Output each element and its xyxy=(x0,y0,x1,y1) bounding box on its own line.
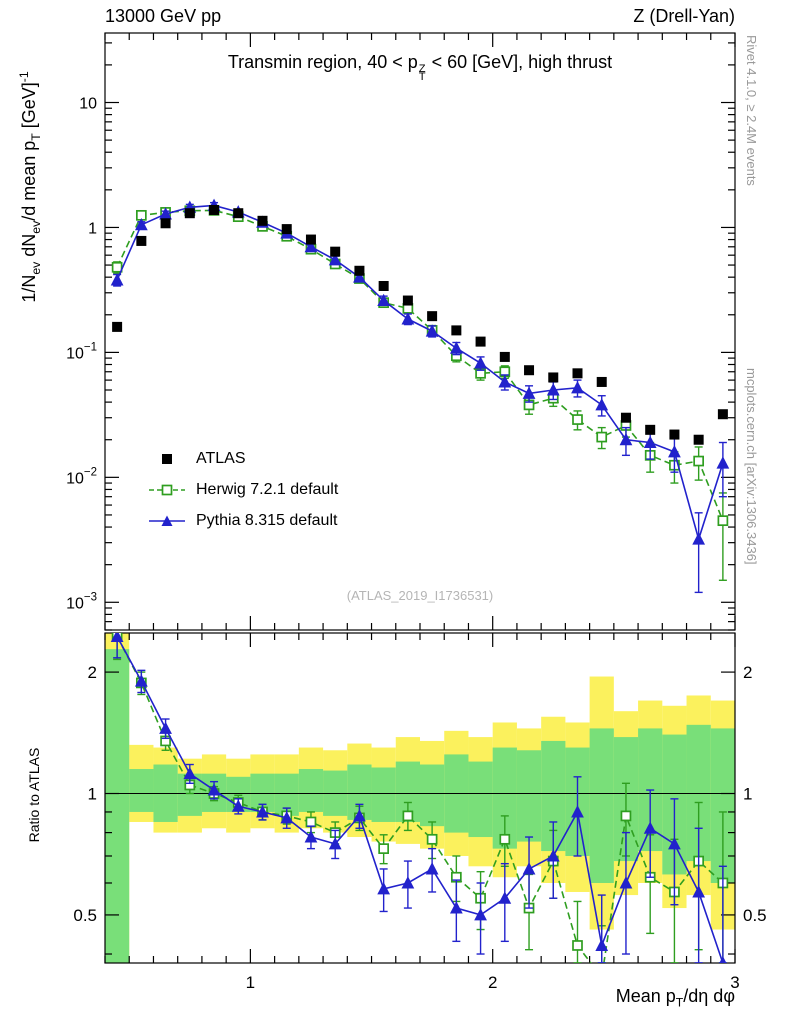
analysis-id-watermark: (ATLAS_2019_I1736531) xyxy=(346,588,494,603)
svg-text:10−2: 10−2 xyxy=(66,466,97,487)
svg-text:3: 3 xyxy=(730,973,739,992)
ylabel-sub: ev xyxy=(28,220,43,234)
ylabel-sub: ev xyxy=(28,261,43,275)
svg-text:1: 1 xyxy=(88,785,97,804)
ylabel-sup: -1 xyxy=(17,71,32,83)
x-axis-title: Mean pT/dη dφ xyxy=(616,986,735,1010)
ratio-y-axis-title: Ratio to ATLAS xyxy=(26,747,42,843)
svg-text:2: 2 xyxy=(743,663,752,682)
svg-text:1: 1 xyxy=(246,973,255,992)
process-label: Z (Drell-Yan) xyxy=(633,6,735,26)
legend-label-pythia: Pythia 8.315 default xyxy=(196,511,338,529)
svg-text:0.5: 0.5 xyxy=(743,906,767,925)
ratio-uncertainty-bands xyxy=(105,633,735,963)
legend: ATLAS Herwig 7.2.1 default Pythia 8.315 … xyxy=(148,443,338,536)
svg-text:2: 2 xyxy=(88,663,97,682)
axis-ticks xyxy=(104,33,736,963)
svg-text:10−3: 10−3 xyxy=(66,591,97,612)
pythia-marker-icon xyxy=(148,513,186,529)
atlas-marker-icon xyxy=(148,451,186,467)
xlabel-part: /dη dφ xyxy=(683,986,735,1006)
legend-item-pythia: Pythia 8.315 default xyxy=(148,505,338,536)
ylabel-part: /d mean p xyxy=(19,140,40,221)
legend-item-atlas: ATLAS xyxy=(148,443,338,474)
ylabel-sub: T xyxy=(28,133,43,141)
main-y-axis-title: 1/Nev dNev/d mean pT [GeV]-1 xyxy=(17,71,43,302)
atlas-main-series xyxy=(112,204,728,445)
svg-text:10−1: 10−1 xyxy=(66,341,97,362)
svg-text:0.5: 0.5 xyxy=(73,906,97,925)
svg-text:1: 1 xyxy=(88,220,97,237)
svg-text:10: 10 xyxy=(79,96,97,113)
pythia-ratio-series xyxy=(110,633,727,963)
plot-title-text-2: < 60 [GeV], high thrust xyxy=(426,52,613,72)
title-superscript: Z xyxy=(418,63,426,76)
svg-text:2: 2 xyxy=(488,973,497,992)
rivet-version-caption: Rivet 4.1.0, ≥ 2.4M events xyxy=(744,35,759,186)
xlabel-sub: T xyxy=(675,995,684,1010)
svg-text:1: 1 xyxy=(743,785,752,804)
legend-item-herwig: Herwig 7.2.1 default xyxy=(148,474,338,505)
title-subscript: T xyxy=(418,71,426,84)
xlabel-part: Mean p xyxy=(615,986,676,1006)
herwig-marker-icon xyxy=(148,482,186,498)
main-panel-frame xyxy=(104,32,736,631)
plot-title-text: Transmin region, 40 < p xyxy=(227,52,418,72)
beam-energy-label: 13000 GeV pp xyxy=(105,6,222,26)
ylabel-part: 1/N xyxy=(19,274,40,303)
mcplots-arxiv-caption: mcplots.cern.ch [arXiv:1306.3436] xyxy=(744,368,759,565)
ylabel-part: [GeV] xyxy=(19,82,40,134)
legend-label-herwig: Herwig 7.2.1 default xyxy=(196,480,339,498)
legend-label-atlas: ATLAS xyxy=(196,449,246,467)
ylabel-part: dN xyxy=(19,233,40,262)
